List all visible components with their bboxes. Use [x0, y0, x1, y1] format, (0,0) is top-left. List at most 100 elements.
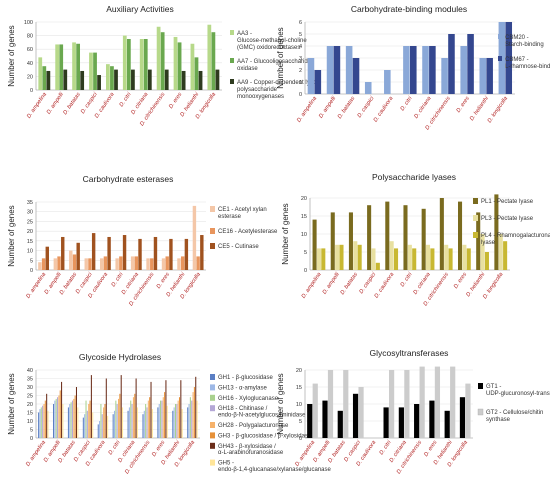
legend-entry: GH28 - Polygalacturonase [218, 423, 289, 429]
bar [439, 198, 444, 270]
x-tick-label: D. eres [156, 272, 171, 290]
bar [116, 404, 118, 438]
legend-swatch [477, 408, 484, 416]
x-tick-label: D. ampelina [25, 440, 47, 468]
bar [448, 248, 453, 270]
bar [164, 69, 169, 90]
x-tick-label: D. citri [119, 91, 133, 108]
bar [110, 66, 114, 90]
bar [42, 405, 44, 438]
y-tick-label: 15 [296, 385, 302, 391]
y-tick-label: 0 [299, 92, 302, 98]
bar [394, 248, 399, 270]
bar [412, 248, 417, 270]
bar [466, 248, 471, 270]
chart-title: Glycoside Hydrolases [79, 352, 161, 362]
legend-entry: GH16 - Xyloglucanase [218, 396, 279, 402]
bar [371, 248, 376, 270]
bar [441, 58, 448, 94]
bar [38, 57, 43, 90]
x-tick-label: D. ampelina [301, 272, 323, 300]
bar [188, 404, 190, 438]
x-tick-label: D. helianthi [469, 95, 490, 122]
bar [114, 69, 118, 90]
bar [335, 244, 340, 270]
bar [459, 397, 466, 438]
y-tick-label: 40 [27, 61, 33, 67]
bar [357, 244, 362, 270]
bar [352, 58, 360, 94]
bar [84, 258, 88, 270]
bar [122, 35, 127, 90]
y-tick-label: 100 [24, 20, 33, 26]
bar [97, 75, 101, 90]
bar [63, 69, 68, 90]
x-tick-label: D. ampelli [322, 271, 342, 295]
y-tick-label: 10 [27, 249, 33, 255]
bar [322, 400, 328, 438]
y-tick-label: 20 [27, 402, 33, 408]
bar [40, 407, 42, 438]
y-tick-label: 1 [299, 80, 302, 86]
y-tick-label: 15 [301, 214, 307, 220]
x-tick-label: D. ampelina [296, 96, 318, 124]
y-tick-label: 20 [301, 196, 307, 202]
bar [146, 258, 150, 270]
y-tick-label: 30 [27, 210, 33, 216]
bar [100, 404, 102, 438]
bar [407, 244, 412, 270]
legend-swatch [210, 422, 215, 428]
bar [136, 407, 138, 438]
bar [184, 238, 189, 270]
bar [39, 409, 41, 438]
bar [115, 400, 117, 438]
bar [112, 414, 114, 438]
bar [99, 421, 101, 438]
bar [119, 393, 121, 438]
legend-entry: GT1 -UDP-glucuronosyl-transferase [486, 384, 550, 397]
bar [153, 236, 158, 270]
bar [352, 393, 359, 438]
legend-swatch [473, 215, 478, 221]
x-tick-label: D. batatas [337, 96, 357, 120]
bar [147, 69, 152, 90]
bar [330, 212, 335, 270]
bar [215, 69, 220, 90]
bar [72, 254, 77, 270]
y-tick-label: 35 [27, 200, 33, 206]
bar [76, 43, 81, 90]
y-tick-label: 40 [27, 368, 33, 374]
legend-swatch [230, 79, 234, 84]
bar [467, 34, 474, 94]
x-tick-label: D. eres [456, 96, 471, 114]
bar [55, 398, 57, 438]
x-tick-label: D. ampelli [318, 95, 338, 119]
bar [177, 400, 179, 438]
x-tick-label: D. citri [400, 271, 414, 288]
bar [76, 242, 80, 270]
bar [119, 256, 123, 270]
bar [479, 58, 487, 94]
bar [69, 250, 73, 270]
bar [106, 64, 110, 90]
legend-entry: GH13 - α-amylase [218, 385, 267, 391]
bar [200, 235, 204, 270]
bar [434, 366, 441, 438]
bar [134, 256, 139, 270]
bar [486, 58, 493, 94]
x-tick-label: D. caulivora [373, 96, 395, 124]
x-tick-label: D. ampelina [294, 440, 316, 468]
bar [353, 241, 358, 270]
bar [403, 46, 410, 94]
x-tick-label: D. batatas [340, 272, 360, 296]
bar [41, 258, 46, 270]
bar [314, 70, 322, 94]
bar [494, 194, 499, 270]
bar [337, 410, 343, 438]
bar [91, 233, 96, 270]
y-tick-label: 25 [27, 394, 33, 400]
bar [47, 410, 49, 438]
bar [160, 32, 165, 90]
y-tick-label: 2 [299, 68, 302, 74]
bar [307, 404, 313, 438]
